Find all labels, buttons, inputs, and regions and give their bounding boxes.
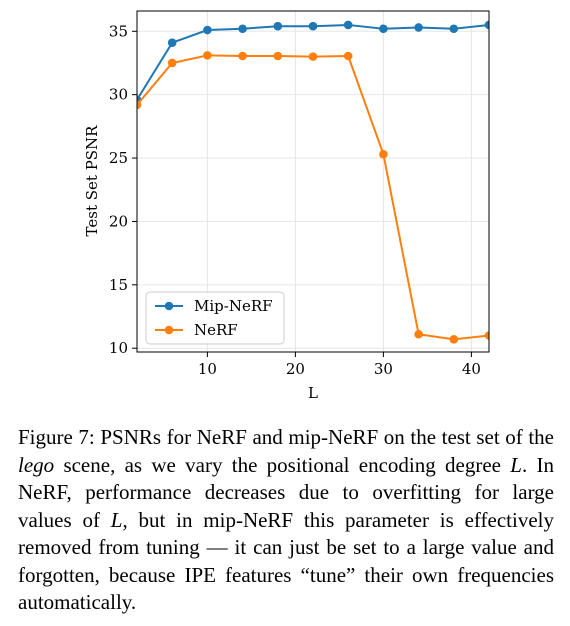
data-point-mip-nerf — [273, 21, 283, 31]
legend: Mip-NeRF NeRF — [145, 291, 285, 345]
data-point-nerf — [414, 329, 423, 339]
y-tick-label: 15 — [109, 276, 128, 294]
x-axis-label: L — [308, 384, 318, 402]
x-tick-label: 20 — [286, 360, 305, 378]
data-point-nerf — [137, 100, 142, 110]
ticks-layer: 10 20 30 40 10 15 20 25 30 35 — [109, 22, 481, 378]
data-point-mip-nerf — [167, 38, 177, 47]
data-point-mip-nerf — [379, 24, 388, 34]
data-point-nerf — [308, 52, 318, 61]
caption-text-part4: , but in mip-NeRF this parameter is effe… — [18, 507, 555, 615]
x-tick-label: 10 — [198, 360, 217, 378]
data-point-mip-nerf — [308, 21, 318, 31]
data-point-mip-nerf — [414, 23, 423, 32]
caption-italic-lego: lego — [18, 452, 55, 477]
x-tick-label: 30 — [374, 360, 393, 378]
series-layer — [137, 20, 489, 344]
data-point-nerf — [449, 335, 459, 344]
psnr-vs-L-chart: 10 20 30 40 10 15 20 25 30 35 L Test Set PSNR Mip… — [83, 10, 490, 402]
y-tick-label: 25 — [109, 149, 128, 167]
data-point-mip-nerf — [484, 20, 489, 30]
legend-label-mip-nerf: Mip-NeRF — [194, 297, 273, 315]
data-point-mip-nerf — [449, 24, 459, 34]
grid — [137, 11, 489, 352]
data-point-mip-nerf — [203, 25, 212, 35]
data-point-nerf — [203, 51, 212, 60]
y-tick-label: 20 — [109, 212, 128, 230]
caption-text-part3: . In NeRF, performance decreases due to … — [18, 452, 554, 532]
y-axis-label: Test Set PSNR — [83, 125, 101, 237]
legend-marker-nerf — [164, 325, 174, 335]
chart-svg: 10 20 30 40 10 15 20 25 30 35 L Test Set PSNR Mip… — [83, 10, 490, 402]
caption-figure-label: Figure 7: — [18, 425, 95, 449]
series-line-mip-nerf — [137, 23, 489, 101]
data-point-nerf — [484, 331, 489, 340]
y-tick-label: 35 — [109, 22, 128, 40]
y-tick-label: 10 — [109, 339, 128, 357]
legend-marker-mip-nerf — [164, 301, 174, 311]
data-point-nerf — [379, 149, 388, 159]
data-point-nerf — [238, 51, 247, 61]
plot-frame — [136, 10, 490, 353]
y-tick-label: 30 — [109, 86, 128, 104]
data-point-nerf — [343, 51, 353, 61]
caption-variable-L-second: L — [110, 507, 123, 532]
data-point-mip-nerf — [238, 24, 247, 34]
data-point-nerf — [273, 51, 283, 61]
data-point-mip-nerf — [343, 20, 353, 30]
caption-text-part1: PSNRs for NeRF and mip-NeRF on the test … — [100, 425, 555, 449]
figure-caption: Figure 7: PSNRs for NeRF and mip-NeRF on… — [18, 424, 554, 617]
caption-variable-L: L — [510, 452, 522, 477]
caption-text-part2: scene, as we vary the positional encodin… — [63, 452, 501, 477]
x-tick-label: 40 — [462, 360, 481, 378]
legend-label-nerf: NeRF — [194, 321, 238, 339]
data-point-nerf — [167, 58, 177, 68]
